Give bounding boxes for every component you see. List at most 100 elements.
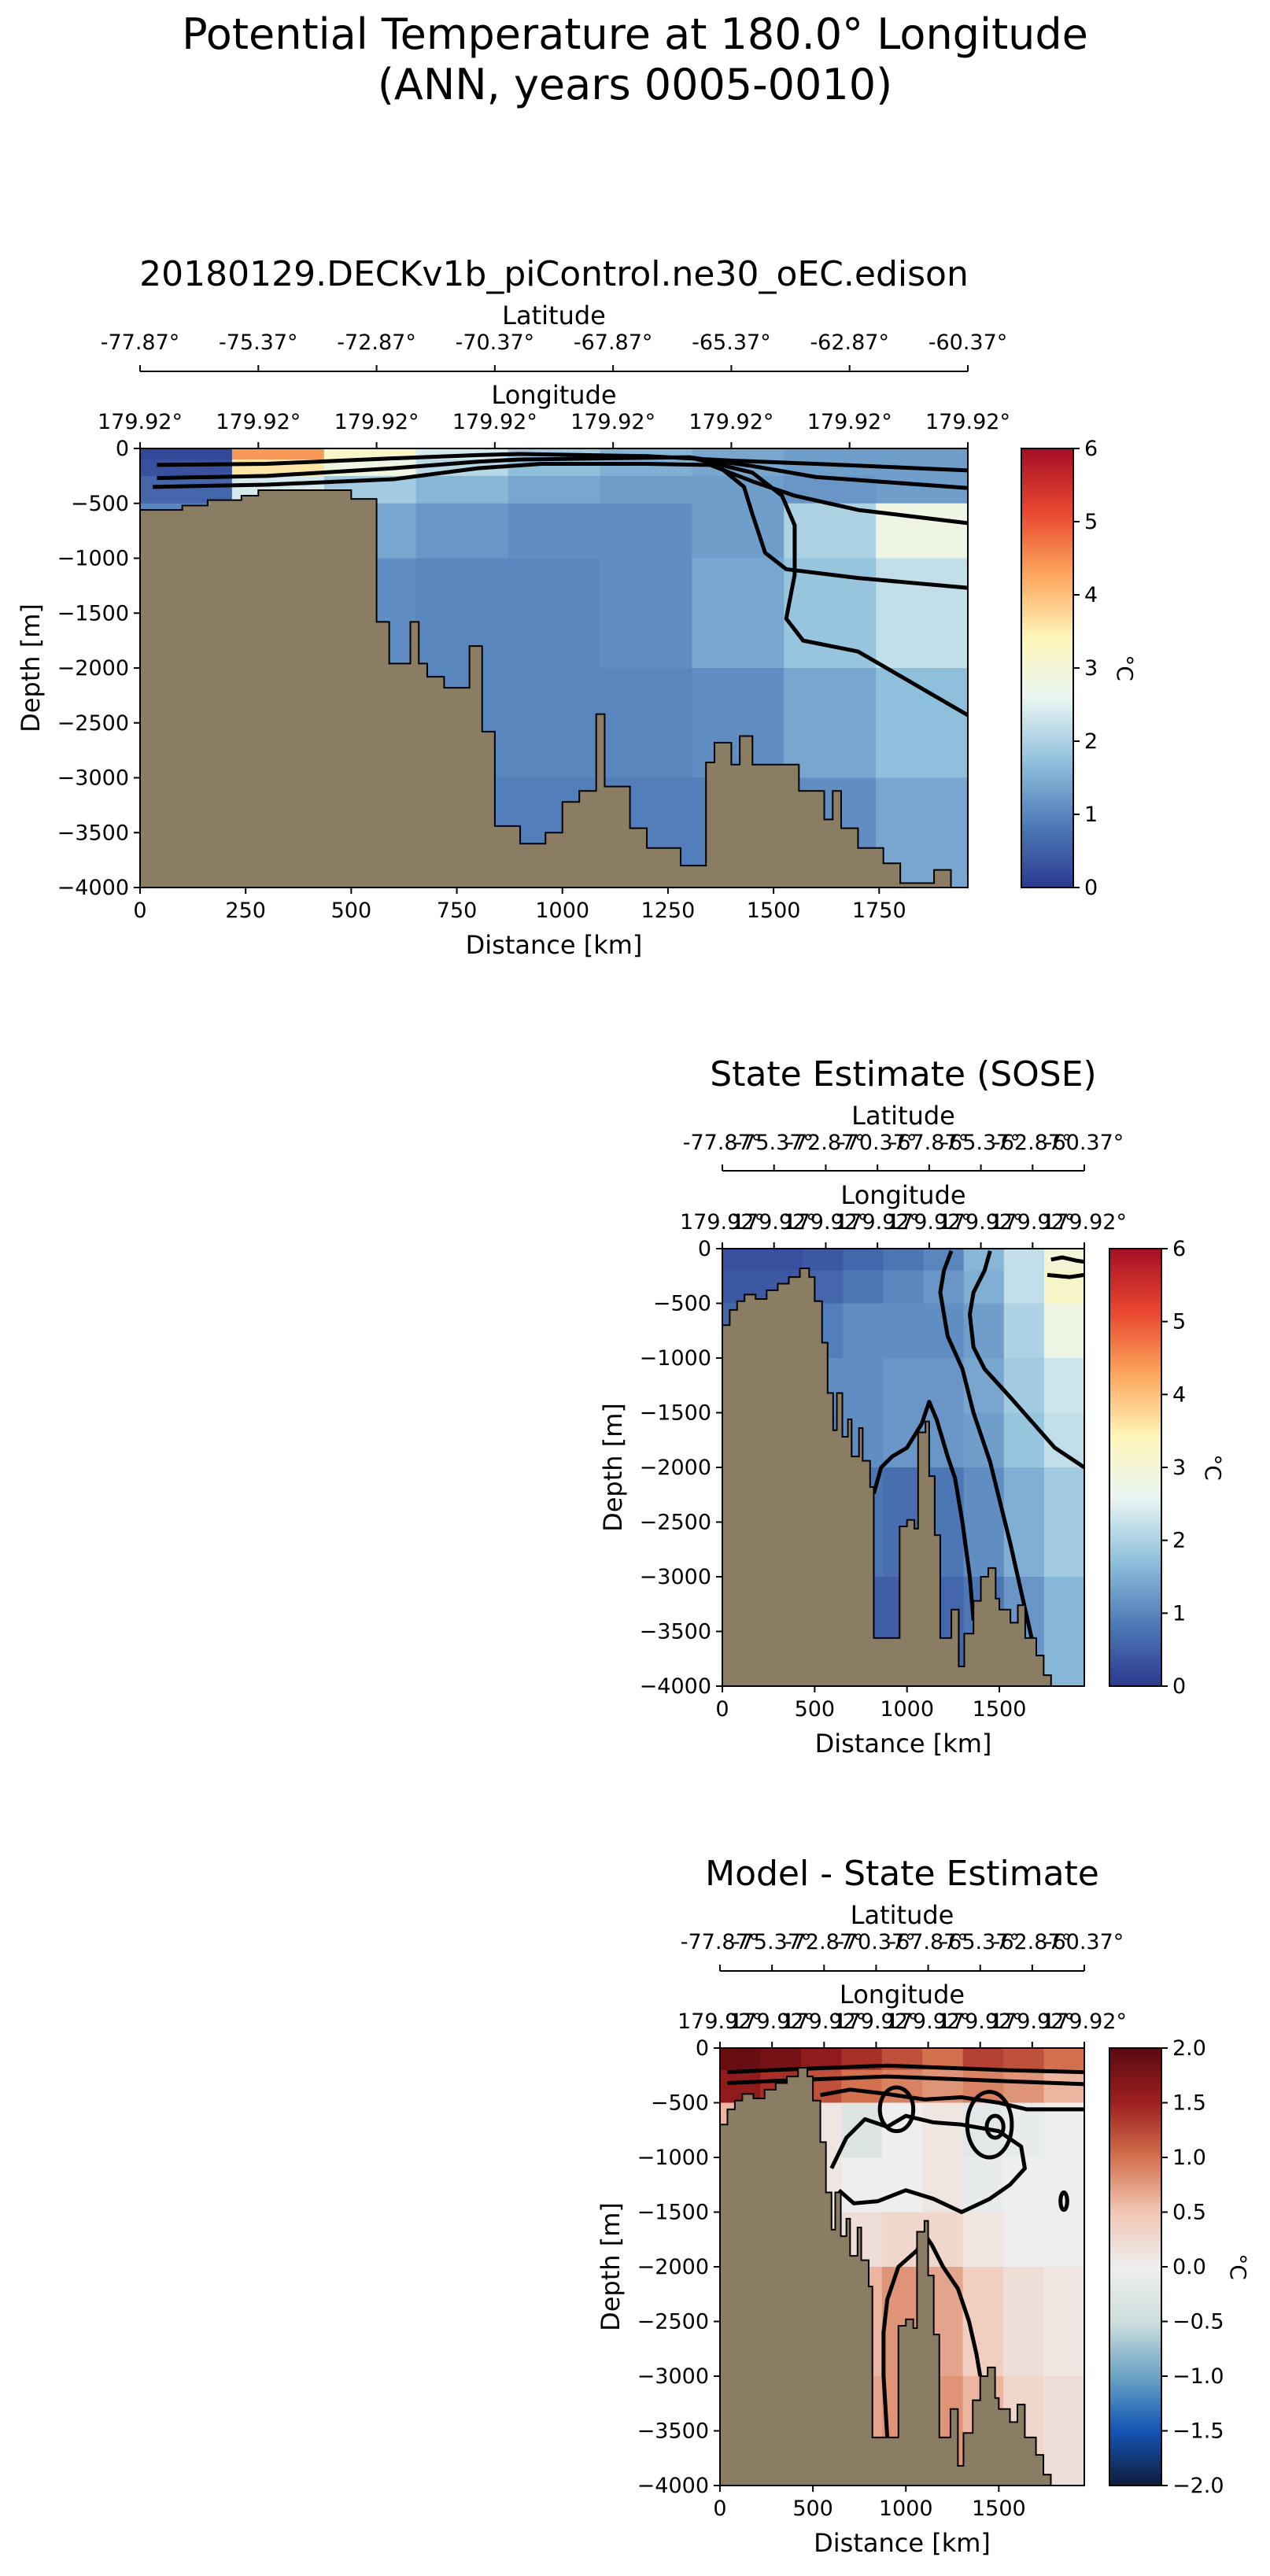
x-tick-label: 500 (331, 899, 372, 923)
y-tick-label: −1500 (640, 1401, 711, 1426)
longitude-tick-label: 179.92° (452, 410, 537, 434)
longitude-axis-label: Longitude (491, 380, 616, 410)
y-tick-label: 0 (698, 1237, 711, 1261)
colorbar-tick-label: 1.5 (1172, 2091, 1206, 2116)
panel-title: 20180129.DECKv1b_piControl.ne30_oEC.edis… (139, 254, 969, 294)
field-cell (722, 1249, 764, 1271)
y-axis-label: Depth [m] (596, 2202, 626, 2331)
y-tick-label: −2500 (637, 2310, 709, 2334)
field-cell (692, 558, 785, 669)
colorbar-tick-label: 0 (1172, 1674, 1186, 1699)
latitude-tick-label: -60.37° (1045, 1930, 1124, 1954)
contour-loop (1058, 2190, 1069, 2212)
colorbar-tick-label: 3 (1172, 1456, 1186, 1480)
longitude-tick-label: 179.92° (833, 2010, 918, 2034)
contour-lines (872, 1249, 1084, 1643)
field-cell (508, 668, 601, 779)
colorbar-label: °C (1200, 1454, 1226, 1481)
colorbar-tick-label: 2 (1084, 729, 1098, 754)
contour-line (153, 462, 968, 526)
field-cell (140, 448, 233, 460)
field-cell (876, 475, 968, 504)
colorbar-label: °C (1112, 655, 1138, 681)
colorbar-tick-label: 1 (1172, 1601, 1186, 1626)
field-cell (1043, 2376, 1084, 2486)
y-tick-label: −3500 (57, 821, 129, 845)
field-cell (1043, 2212, 1084, 2268)
contour-loop (984, 2113, 1006, 2140)
x-axis-label: Distance [km] (815, 1729, 992, 1759)
field-cell (1003, 1467, 1045, 1578)
latitude-tick-label: -60.37° (1045, 1131, 1124, 1155)
figure-title-line1: Potential Temperature at 180.0° Longitud… (182, 9, 1088, 59)
colorbar-tick-label: 0 (1084, 876, 1098, 900)
colorbar-tick-label: −0.5 (1172, 2310, 1224, 2334)
y-tick-label: −1000 (637, 2146, 709, 2170)
field-cell (843, 1270, 884, 1305)
colorbar-tick-label: 5 (1084, 510, 1098, 534)
contour-line (713, 461, 968, 590)
latitude-axis-label: Latitude (502, 301, 606, 330)
field-cell (1043, 2048, 1084, 2071)
x-tick-label: 750 (437, 899, 478, 923)
x-tick-label: 0 (715, 1697, 729, 1722)
x-axis-label: Distance [km] (814, 2528, 991, 2558)
colorbar-tick-label: 5 (1172, 1310, 1186, 1334)
field-cell (600, 668, 693, 779)
latitude-tick-label: -65.37° (692, 330, 771, 355)
field-cell (1003, 2048, 1045, 2071)
field-cell (1003, 1358, 1045, 1414)
y-tick-label: 0 (696, 2036, 709, 2061)
longitude-tick-label: 179.92° (680, 1210, 765, 1234)
contour-loop (877, 2085, 916, 2134)
panel-model: 0 −500 −1000 −1500 −2000 −2500 −3000 −3500 −4000… (16, 254, 1138, 960)
bathymetry-land (720, 2067, 1084, 2486)
y-axis-label: Depth [m] (598, 1403, 628, 1532)
field-cell (1043, 1303, 1084, 1359)
contour-line (727, 2063, 1084, 2075)
latitude-tick-label: -62.87° (810, 330, 889, 355)
y-tick-label: −2000 (57, 656, 129, 681)
field-cell (963, 1467, 1005, 1578)
y-tick-label: −4000 (57, 876, 129, 900)
figure-title-line2: (ANN, years 0005-0010) (378, 60, 892, 109)
x-tick-label: 1750 (852, 899, 906, 923)
field-cell (140, 459, 233, 477)
panel-sose: 0 −500 −1000 −1500 −2000 −2500 −3000 −3500 −4000… (598, 1054, 1226, 1759)
field-cell (843, 1358, 884, 1414)
longitude-tick-label: 179.92° (732, 1210, 817, 1234)
colorbar-tick-label: −1.5 (1172, 2419, 1224, 2444)
longitude-tick-label: 179.92° (886, 2010, 971, 2034)
field-cell (1003, 2069, 1045, 2104)
field-cell (600, 558, 693, 669)
y-tick-label: −500 (653, 1292, 711, 1316)
x-tick-label: 1250 (641, 899, 696, 923)
bathymetry-land (722, 1268, 1084, 1686)
field-cell (881, 2157, 924, 2213)
field-cell (692, 503, 785, 559)
latitude-tick-label: -60.37° (929, 330, 1008, 355)
field-cell (415, 558, 509, 669)
longitude-tick-label: 179.92° (334, 410, 419, 434)
field-cell (692, 668, 785, 779)
contour-line (967, 1250, 1084, 1470)
field-cell (1003, 2212, 1045, 2268)
y-tick-label: −3500 (640, 1620, 711, 1644)
y-tick-label: −3500 (637, 2419, 709, 2444)
field-cell (1043, 2069, 1084, 2104)
longitude-tick-label: 179.92° (1042, 1210, 1127, 1234)
field-cell (962, 2212, 1005, 2268)
longitude-tick-label: 179.92° (990, 1210, 1075, 1234)
longitude-tick-label: 179.92° (835, 1210, 920, 1234)
latitude-tick-label: -75.37° (734, 1131, 814, 1155)
field-cell (1043, 1358, 1084, 1414)
longitude-axis-label: Longitude (840, 1980, 965, 2010)
x-axis-label: Distance [km] (466, 930, 643, 960)
field-cell (784, 448, 877, 460)
latitude-tick-label: -72.87° (786, 1131, 866, 1155)
x-tick-label: 500 (795, 1697, 836, 1722)
x-tick-label: 500 (792, 2497, 833, 2521)
contour-line (689, 455, 968, 718)
field-cell (876, 668, 968, 779)
